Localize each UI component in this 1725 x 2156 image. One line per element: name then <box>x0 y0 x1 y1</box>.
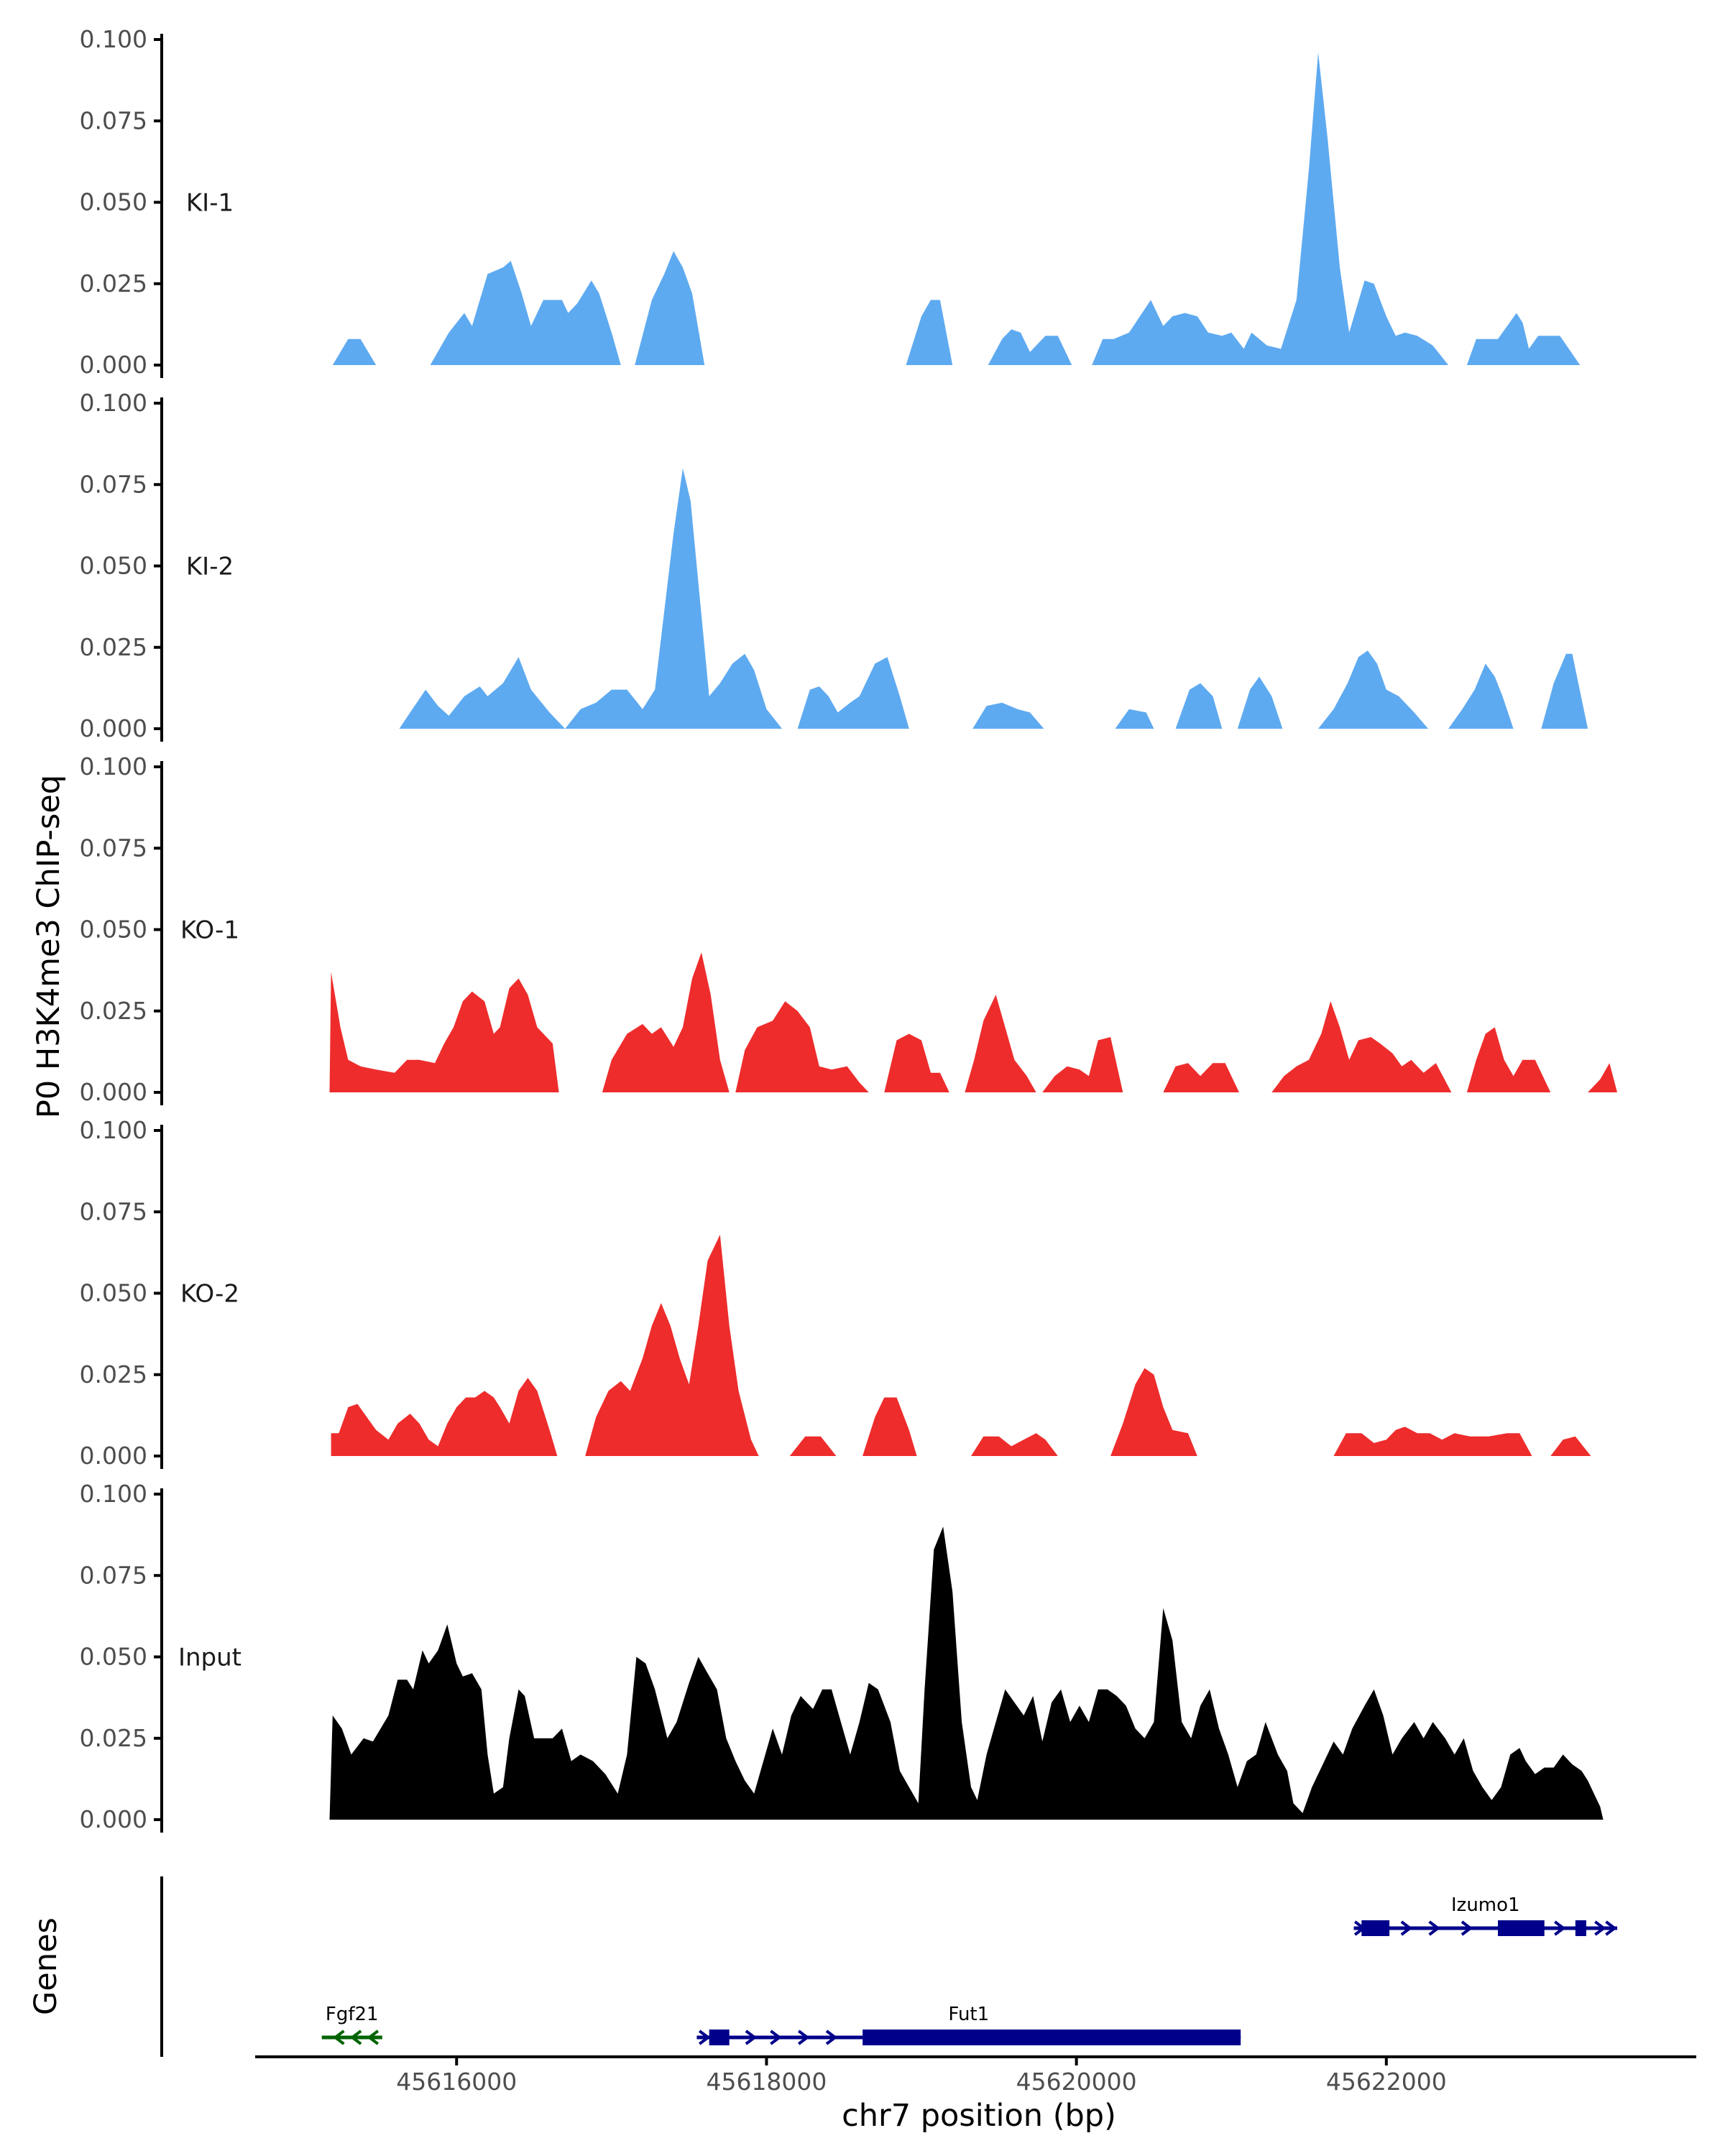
track-label-ki-2: KI-2 <box>186 553 234 581</box>
gene-exon-fut1 <box>709 2030 730 2045</box>
x-tick-label: 45618000 <box>706 2068 827 2096</box>
strand-arrow-icon <box>699 2030 711 2045</box>
y-tick-label-ki-2: 0.025 <box>80 633 147 661</box>
strand-arrow-icon <box>333 2030 345 2045</box>
strand-arrow-icon <box>1594 1920 1606 1936</box>
coverage-area-ki-1 <box>332 52 1581 365</box>
gene-label-fgf21: Fgf21 <box>326 2004 379 2025</box>
gene-izumo1: Izumo1 <box>1353 1894 1618 1936</box>
y-tick-label-ko-2: 0.025 <box>80 1360 147 1388</box>
strand-arrow-icon <box>1605 1920 1617 1936</box>
track-panel-ki-2: 0.000 0.025 0.050 0.075 0.100 KI-2 <box>80 389 1588 742</box>
strand-arrow-icon <box>1353 1920 1366 1936</box>
gene-label-izumo1: Izumo1 <box>1451 1894 1520 1916</box>
y-tick-label-ko-1: 0.025 <box>80 997 147 1025</box>
strand-arrow-icon <box>349 2030 362 2045</box>
x-ticks-layer: 45616000 45618000 45620000 45622000 <box>396 2057 1447 2096</box>
strand-arrow-icon <box>797 2030 810 2045</box>
coverage-area-ki-2 <box>399 468 1588 729</box>
y-tick-label-ki-1: 0.075 <box>80 106 147 134</box>
strand-arrow-icon <box>1400 1920 1413 1936</box>
x-axis-title: chr7 position (bp) <box>842 2098 1116 2134</box>
gene-exon-izumo1 <box>1498 1920 1545 1936</box>
coverage-area-ko-2 <box>331 1235 1591 1456</box>
gene-exon-fut1 <box>862 2030 1241 2045</box>
track-panel-ko-1: 0.000 0.025 0.050 0.075 0.100 KO-1 <box>80 752 1617 1106</box>
gene-fut1: Fut1 <box>696 2004 1241 2045</box>
x-tick-label: 45622000 <box>1326 2068 1447 2096</box>
y-tick-label-input: 0.075 <box>80 1561 147 1589</box>
coverage-area-ko-1 <box>329 952 1617 1092</box>
strand-arrow-icon <box>1460 1920 1473 1936</box>
y-tick-label-ki-2: 0.000 <box>80 714 147 742</box>
strand-arrow-icon <box>367 2030 380 2045</box>
x-tick-label: 45616000 <box>396 2068 517 2096</box>
y-axis-title: P0 H3K4me3 ChIP-seq <box>31 775 67 1118</box>
genes-layer: Fgf21 Fut1 Izumo1 <box>321 1894 1618 2045</box>
track-label-ko-1: KO-1 <box>180 916 239 945</box>
track-label-ki-1: KI-1 <box>186 189 234 218</box>
strand-arrow-icon <box>1554 1920 1566 1936</box>
gene-label-fut1: Fut1 <box>948 2004 989 2025</box>
coverage-area-input <box>329 1526 1604 1820</box>
y-tick-label-input: 0.000 <box>80 1805 147 1833</box>
track-panel-ki-1: 0.000 0.025 0.050 0.075 0.100 KI-1 <box>80 25 1581 379</box>
y-tick-label-ko-2: 0.000 <box>80 1442 147 1470</box>
y-tick-label-input: 0.050 <box>80 1643 147 1671</box>
y-tick-label-ki-1: 0.100 <box>80 25 147 53</box>
y-tick-label-ki-2: 0.100 <box>80 389 147 417</box>
gene-fgf21: Fgf21 <box>321 2004 382 2045</box>
genes-axis-title: Genes <box>28 1917 64 2015</box>
strand-arrow-icon <box>745 2030 758 2045</box>
gene-exon-izumo1 <box>1575 1920 1586 1936</box>
track-label-ko-2: KO-2 <box>180 1280 239 1309</box>
y-tick-label-ko-1: 0.075 <box>80 834 147 862</box>
y-tick-label-ki-2: 0.075 <box>80 470 147 498</box>
y-tick-label-ki-2: 0.050 <box>80 552 147 580</box>
strand-arrow-icon <box>1428 1920 1440 1936</box>
track-label-input: Input <box>178 1644 242 1672</box>
gene-exon-izumo1 <box>1361 1920 1390 1936</box>
y-tick-label-ko-2: 0.050 <box>80 1279 147 1307</box>
y-tick-label-input: 0.025 <box>80 1724 147 1752</box>
track-panel-ko-2: 0.000 0.025 0.050 0.075 0.100 KO-2 <box>80 1116 1591 1470</box>
x-tick-label: 45620000 <box>1016 2068 1137 2096</box>
y-tick-label-ko-2: 0.075 <box>80 1197 147 1225</box>
tracks-layer: 0.0000.0250.0500.0750.100KI-10.0000.0250… <box>80 25 1617 1833</box>
y-tick-label-ko-1: 0.100 <box>80 752 147 780</box>
y-tick-label-ko-1: 0.050 <box>80 916 147 944</box>
strand-arrow-icon <box>770 2030 782 2045</box>
y-tick-label-input: 0.100 <box>80 1480 147 1508</box>
y-tick-label-ki-1: 0.025 <box>80 270 147 298</box>
y-tick-label-ki-1: 0.000 <box>80 351 147 379</box>
y-tick-label-ko-2: 0.100 <box>80 1116 147 1144</box>
strand-arrow-icon <box>825 2030 838 2045</box>
y-tick-label-ki-1: 0.050 <box>80 188 147 216</box>
y-tick-label-ko-1: 0.000 <box>80 1078 147 1106</box>
track-panel-input: 0.000 0.025 0.050 0.075 0.100 Input <box>80 1480 1604 1833</box>
